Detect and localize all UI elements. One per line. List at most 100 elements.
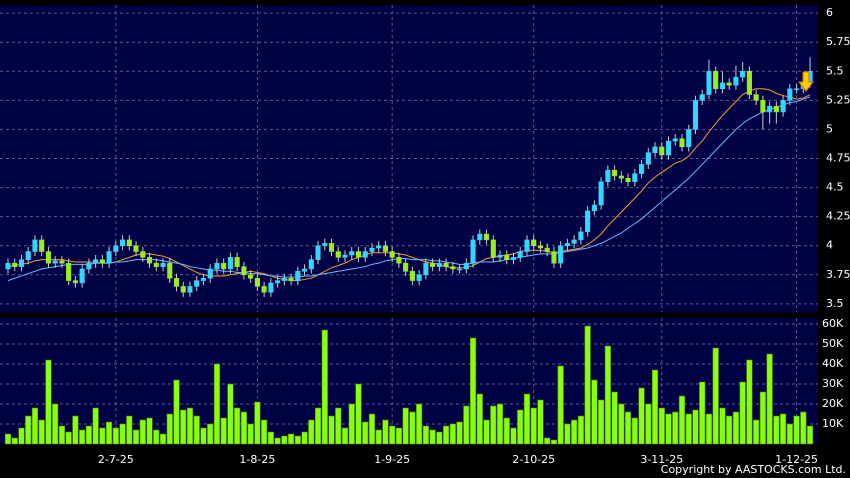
volume-bar [786,423,793,445]
candle-body [389,251,395,258]
y2-tick-label: 20K [822,397,844,410]
candle-body [753,94,759,101]
candle-body [632,173,638,183]
y2-tick-label: 10K [822,417,844,430]
volume-bar [341,427,349,445]
volume-bar [166,413,173,445]
candle-body [672,138,678,142]
volume-bar [38,419,45,445]
candle-body [639,164,645,174]
candle-body [537,245,544,249]
volume-bar [517,409,524,445]
volume-bar [328,415,335,445]
volume-bar [469,337,477,445]
candle-body [133,245,139,252]
y-tick-label: 3.75 [826,268,850,281]
volume-bar [779,413,787,445]
candle-body [214,262,220,270]
volume-bar [254,401,261,445]
candle-body [342,254,348,258]
volume-bar [463,405,470,445]
volume-bar [146,417,153,445]
candle-body [578,231,584,241]
candle-body [409,271,415,281]
y-tick-label: 5.5 [826,64,844,77]
volume-bar [672,411,679,445]
candle-body [510,257,517,260]
candle-body [355,251,362,258]
volume-bar [112,427,119,445]
candle-body [52,260,58,264]
volume-bar [106,421,113,445]
candle-body [463,262,469,270]
candle-body [760,100,766,113]
volume-bar [294,435,301,445]
volume-bar [99,427,106,445]
y-tick-label: 3.5 [826,297,844,310]
candle-body [645,152,651,165]
candle-body [241,266,247,276]
volume-bar [247,423,254,445]
volume-bar [699,381,706,445]
volume-bar [598,399,605,445]
volume-bar [429,429,436,445]
volume-bar [382,419,389,445]
volume-bar [550,439,558,445]
candle-body [713,71,719,89]
candle-body [794,88,800,90]
candle-body [382,245,388,252]
candle-body [443,262,449,267]
volume-bar [483,419,490,445]
candle-body [295,271,301,281]
candle-body [780,100,786,113]
candle-body [692,100,699,130]
candle-body [349,251,355,256]
volume-bar [753,419,760,445]
candle-body [288,278,294,281]
candle-body [477,233,483,241]
candle-body [275,280,281,284]
candle-body [457,268,463,271]
volume-bar [79,429,86,445]
candle-body [740,71,746,78]
candle-body [126,239,132,246]
candle-body [5,262,11,270]
y-tick-label: 5.75 [826,35,850,48]
volume-bar [456,421,463,445]
candle-body [733,76,739,86]
volume-bar [712,347,719,445]
signal-arrow [797,71,815,92]
volume-bar [31,407,39,445]
volume-bar [308,419,315,445]
x-tick-label: 1-8-25 [239,453,275,466]
volume-bar [631,417,638,445]
x-tick-label: 1-9-25 [374,453,410,466]
volume-bar [530,407,537,445]
volume-bar [719,407,726,445]
volume-bar [267,431,274,445]
volume-bar [503,417,510,445]
volume-bar [287,433,295,445]
y-tick-label: 5.25 [826,93,850,106]
candle-body [665,140,672,156]
y-tick-label: 4.75 [826,152,850,165]
volume-bar [638,387,645,445]
volume-bar [153,429,160,445]
candle-body [18,259,25,267]
candle-body [726,82,732,86]
volume-bar [389,425,396,445]
volume-bar [119,423,126,445]
candle-body [517,251,523,258]
candle-body [328,243,335,252]
candle-body [160,262,166,267]
volume-bar [746,359,753,445]
volume-bar [25,415,32,445]
volume-bar [510,427,517,445]
candle-body [59,260,65,264]
y-tick-label: 5 [826,122,833,135]
x-tick-label: 3-11-25 [640,453,683,466]
volume-bar [4,433,12,445]
candle-body [686,129,692,148]
volume-bar [571,419,578,445]
